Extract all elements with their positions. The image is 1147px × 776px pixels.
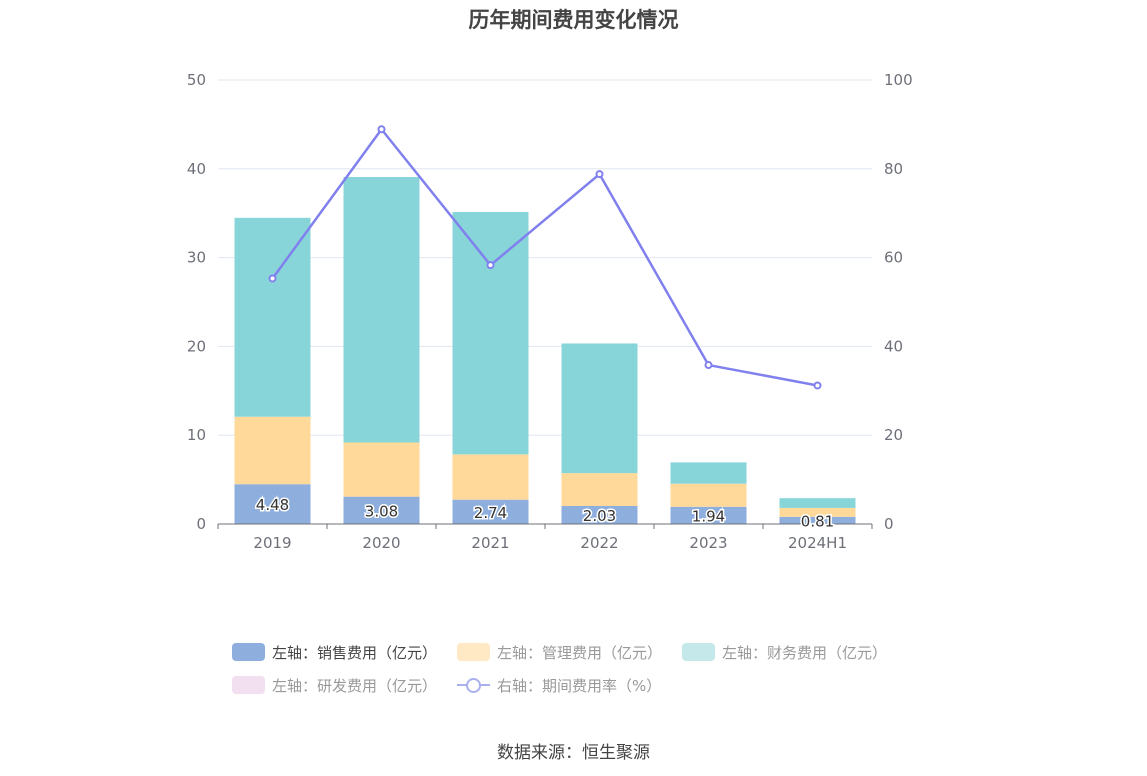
- x-tick-label: 2021: [471, 534, 509, 552]
- legend: 左轴：销售费用（亿元） 左轴：管理费用（亿元） 左轴：财务费用（亿元） 左轴：研…: [232, 640, 932, 706]
- bar-series: [234, 176, 856, 524]
- bar-1-2019[interactable]: [234, 416, 311, 485]
- expense-ratio-point[interactable]: [377, 125, 386, 134]
- right-tick-label: 40: [884, 337, 903, 355]
- bar-1-2023[interactable]: [670, 483, 747, 507]
- grid-lines: [218, 79, 872, 436]
- left-tick-label: 20: [187, 337, 206, 355]
- bar-0-2022[interactable]: [561, 505, 638, 524]
- chart-canvas: 0 10 20 30 40 50 0 20 40 60 80 100 2019 2020 2021 202…: [187, 71, 913, 552]
- right-tick-label: 20: [884, 426, 903, 444]
- legend-item-sales[interactable]: 左轴：销售费用（亿元）: [232, 642, 437, 663]
- x-tick-label: 2023: [689, 534, 727, 552]
- bar-2-2023[interactable]: [670, 462, 747, 484]
- left-tick-label: 0: [196, 515, 206, 533]
- x-axis-ticks: 2019 2020 2021 2022 2023 2024H1: [217, 524, 873, 552]
- legend-swatch-finance: [682, 643, 716, 661]
- expense-ratio-line: [271, 127, 818, 387]
- legend-item-expense-ratio[interactable]: 右轴：期间费用率（%）: [457, 675, 661, 696]
- bar-1-2020[interactable]: [343, 442, 420, 497]
- bar-2-2021[interactable]: [452, 211, 529, 455]
- x-tick-label: 2022: [580, 534, 618, 552]
- legend-item-finance[interactable]: 左轴：财务费用（亿元）: [682, 642, 887, 663]
- left-tick-label: 50: [187, 71, 206, 89]
- bar-0-2019[interactable]: [234, 484, 311, 524]
- bar-data-labels: 4.48 3.08 2.74 2.03 1.94 0.81: [254, 495, 835, 532]
- legend-label-finance: 左轴：财务费用（亿元）: [722, 643, 888, 662]
- line-series: [268, 125, 822, 390]
- x-tick-label: 2024H1: [788, 534, 847, 552]
- legend-label-expense-ratio: 右轴：期间费用率（%）: [497, 676, 662, 695]
- bar-data-label: 2.74: [474, 504, 507, 522]
- bar-0-2023[interactable]: [670, 506, 747, 524]
- left-tick-label: 40: [187, 160, 206, 178]
- left-tick-label: 30: [187, 249, 206, 267]
- legend-swatch-rnd: [232, 676, 265, 694]
- bar-2-2020[interactable]: [343, 176, 420, 443]
- x-tick-label: 2019: [253, 534, 291, 552]
- bar-1-2022[interactable]: [561, 473, 638, 506]
- data-source: 数据来源：恒生聚源: [497, 743, 650, 763]
- bar-0-2021[interactable]: [452, 499, 529, 524]
- bar-data-label: 4.48: [256, 496, 289, 514]
- legend-label-sales: 左轴：销售费用（亿元）: [272, 643, 438, 662]
- left-tick-label: 10: [187, 426, 206, 444]
- right-axis-ticks: 0 20 40 60 80 100: [884, 71, 913, 533]
- right-tick-label: 60: [884, 249, 903, 267]
- right-tick-label: 0: [884, 515, 894, 533]
- bar-data-label: 3.08: [365, 502, 398, 520]
- expense-ratio-point[interactable]: [704, 361, 713, 370]
- bar-0-2020[interactable]: [343, 496, 420, 524]
- bar-2-2019[interactable]: [234, 217, 311, 417]
- bar-data-label: 0.81: [801, 512, 834, 530]
- legend-item-admin[interactable]: 左轴：管理费用（亿元）: [457, 642, 662, 663]
- legend-label-rnd: 左轴：研发费用（亿元）: [272, 676, 438, 695]
- chart-title: 历年期间费用变化情况: [468, 8, 679, 32]
- bar-2-2022[interactable]: [561, 343, 638, 474]
- legend-item-rnd[interactable]: 左轴：研发费用（亿元）: [232, 675, 437, 696]
- x-tick-label: 2020: [362, 534, 400, 552]
- bar-2-2024H1[interactable]: [779, 498, 856, 508]
- bar-data-label: 2.03: [583, 507, 616, 525]
- bar-data-label: 1.94: [692, 507, 725, 525]
- right-tick-label: 100: [884, 71, 913, 89]
- bar-0-2024H1[interactable]: [779, 516, 856, 524]
- expense-ratio-point[interactable]: [813, 381, 822, 390]
- legend-swatch-admin: [457, 643, 491, 661]
- expense-ratio-point[interactable]: [268, 274, 277, 283]
- legend-line-marker-icon: [457, 676, 491, 694]
- bar-1-2021[interactable]: [452, 454, 529, 500]
- right-tick-label: 80: [884, 160, 903, 178]
- bar-1-2024H1[interactable]: [779, 507, 856, 517]
- legend-label-admin: 左轴：管理费用（亿元）: [497, 643, 663, 662]
- left-axis-ticks: 0 10 20 30 40 50: [187, 71, 206, 533]
- expense-ratio-point[interactable]: [486, 261, 495, 270]
- expense-ratio-point[interactable]: [595, 170, 604, 179]
- legend-swatch-sales: [232, 643, 265, 661]
